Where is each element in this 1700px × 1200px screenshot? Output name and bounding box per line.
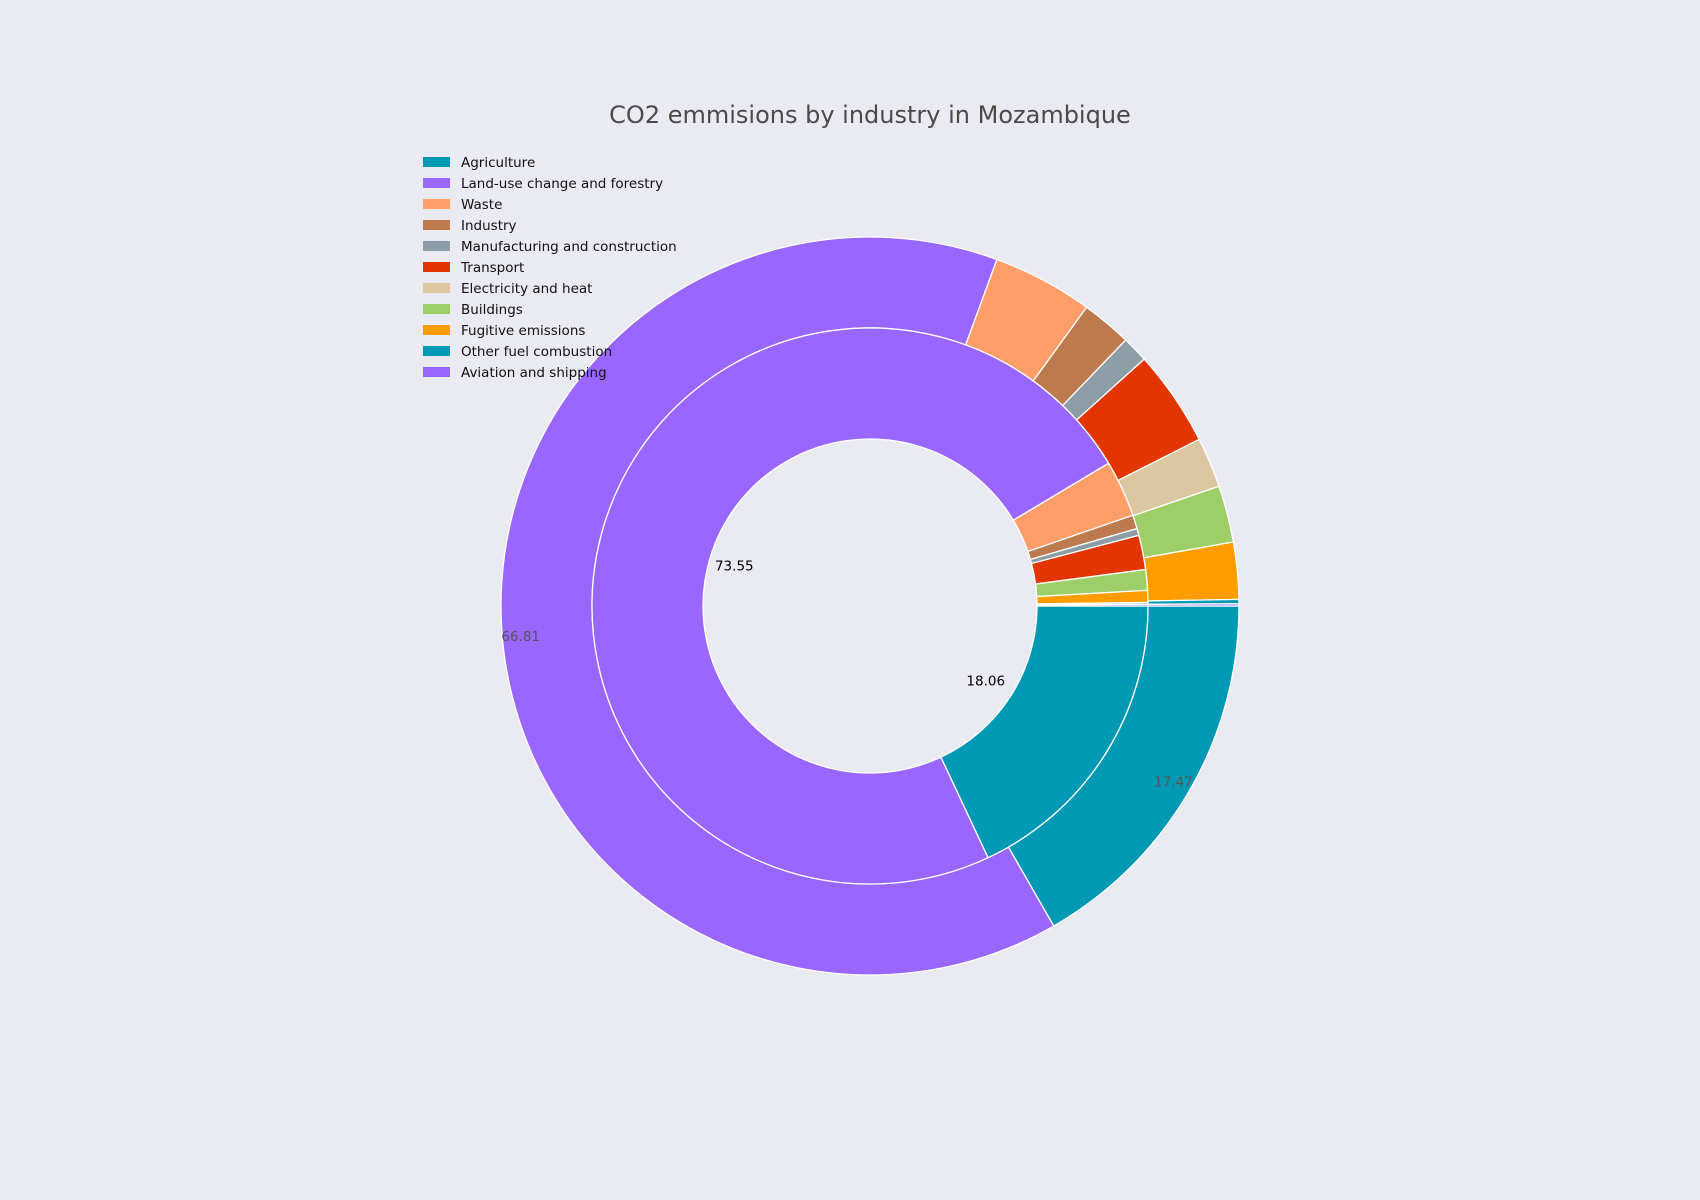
legend-label-manufacturing-and-construction: Manufacturing and construction	[461, 239, 677, 255]
legend-label-other-fuel-combustion: Other fuel combustion	[461, 344, 612, 360]
inner-slice-aviation-and-shipping	[1036, 603, 1149, 607]
inner-ring	[591, 327, 1149, 885]
legend-swatch-buildings	[423, 304, 450, 314]
legend-label-electricity-and-heat: Electricity and heat	[461, 281, 592, 297]
slice-labels: 17.47 66.81 18.06 73.55	[501, 558, 1192, 790]
legend-swatch-aviation-and-shipping	[423, 367, 450, 377]
legend-swatch-electricity-and-heat	[423, 283, 450, 293]
legend-label-land-use-change-and-forestry: Land-use change and forestry	[461, 176, 663, 192]
legend-label-agriculture: Agriculture	[461, 155, 535, 171]
legend-label-transport: Transport	[460, 260, 524, 276]
legend-swatch-waste	[423, 199, 450, 209]
legend-label-aviation-and-shipping: Aviation and shipping	[461, 365, 607, 381]
legend-swatch-manufacturing-and-construction	[423, 241, 450, 251]
legend-swatch-land-use-change-and-forestry	[423, 178, 450, 188]
outer-label-land-use-change-and-forestry: 66.81	[501, 629, 540, 645]
legend-label-industry: Industry	[461, 218, 517, 234]
legend-swatch-other-fuel-combustion	[423, 346, 450, 356]
inner-label-land-use-change-and-forestry: 73.55	[715, 558, 754, 574]
inner-label-agriculture: 18.06	[966, 673, 1005, 689]
legend-swatch-fugitive-emissions	[423, 325, 450, 335]
outer-slice-aviation-and-shipping	[1147, 603, 1240, 607]
legend-swatch-industry	[423, 220, 450, 230]
outer-ring	[500, 236, 1240, 976]
inner-slice-land-use-change-and-forestry	[591, 327, 1110, 885]
legend-label-waste: Waste	[461, 197, 502, 213]
legend-swatch-agriculture	[423, 157, 450, 167]
legend-label-fugitive-emissions: Fugitive emissions	[461, 323, 585, 339]
legend-swatch-transport	[423, 262, 450, 272]
chart-title: CO2 emmisions by industry in Mozambique	[609, 101, 1131, 129]
legend: Agriculture Land-use change and forestry W…	[423, 155, 677, 381]
outer-label-agriculture: 17.47	[1154, 775, 1193, 791]
inner-slice-agriculture	[940, 605, 1149, 859]
legend-label-buildings: Buildings	[461, 302, 523, 318]
